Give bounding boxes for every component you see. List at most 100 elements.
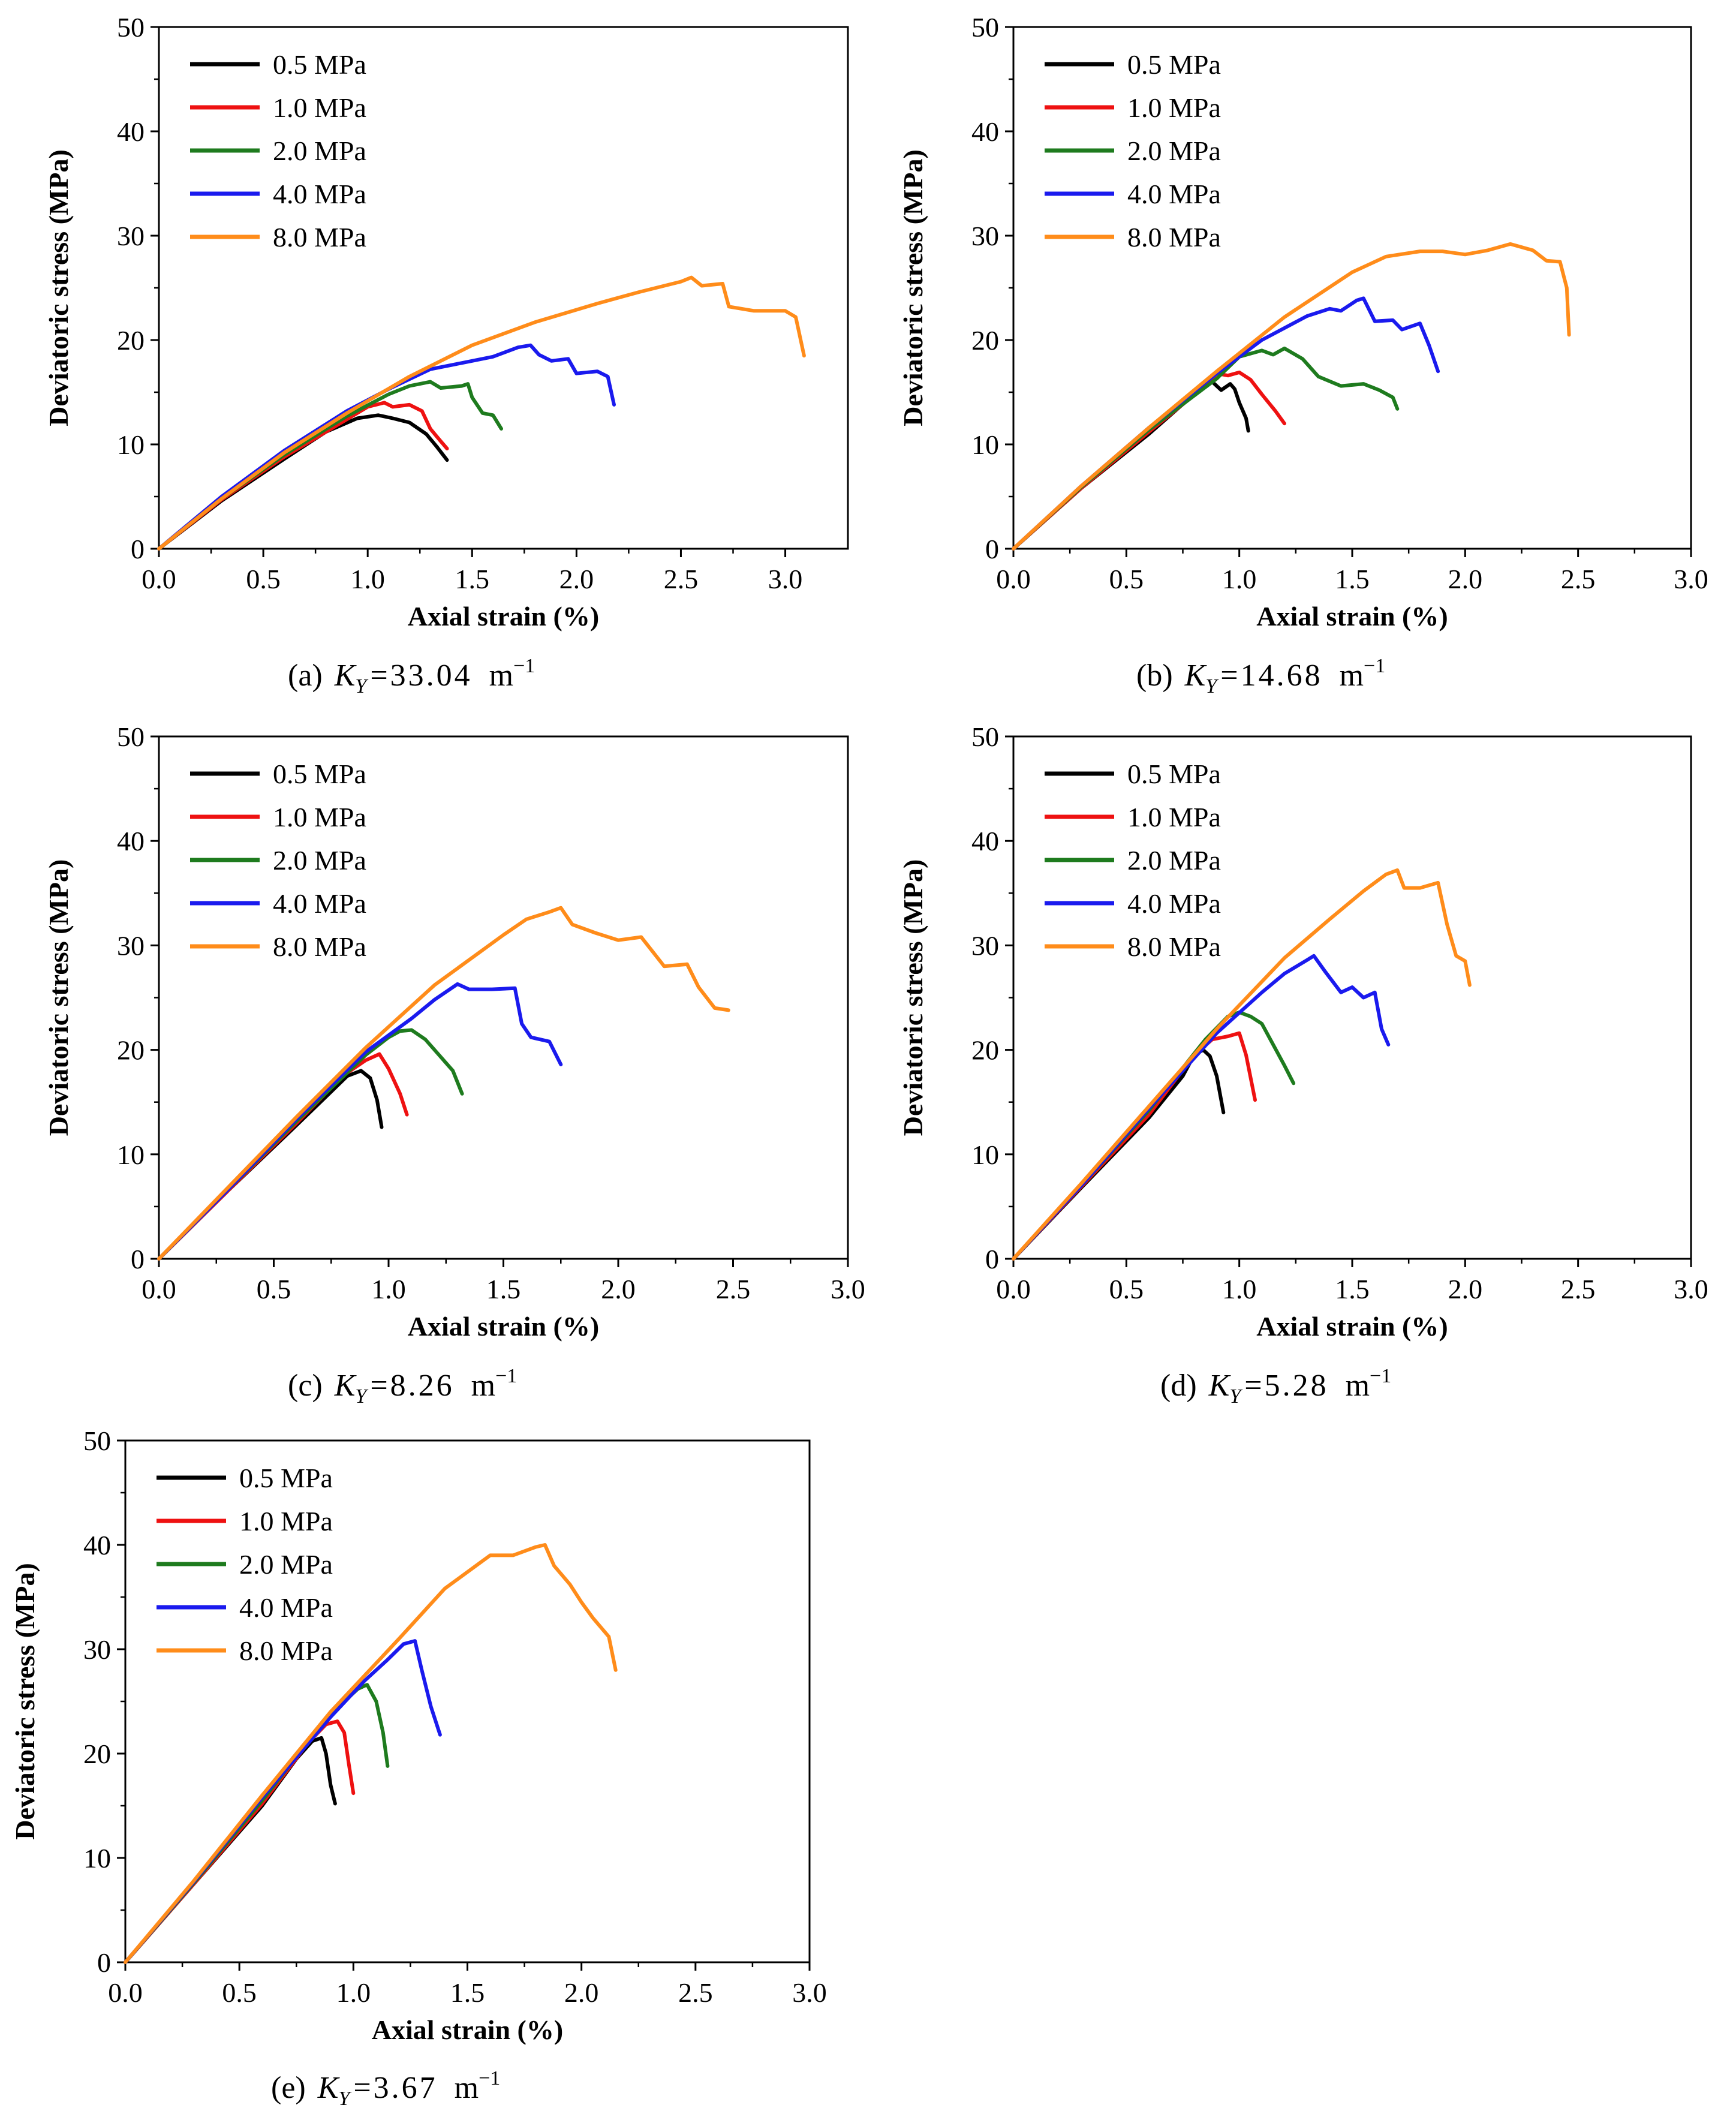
caption-subscript: Y	[1205, 675, 1218, 697]
x-tick-label: 0.0	[996, 564, 1031, 594]
series-line-8-0-mpa	[157, 906, 730, 1261]
legend-label: 4.0 MPa	[273, 179, 366, 209]
series-line-2-0-mpa	[1012, 346, 1400, 551]
series-line-1-0-mpa	[157, 401, 449, 551]
y-tick-label: 30	[971, 930, 999, 961]
chart-panel-c: 0.0 0.5 1.0 1.5 2.0 2.5 3.0 0 10 20 30 40 50 Axial st…	[43, 721, 865, 1408]
series-line-4-0-mpa	[1012, 296, 1440, 551]
legend-label: 1.0 MPa	[273, 802, 366, 832]
x-tick-label: 0.0	[142, 564, 176, 594]
caption-prefix: (d)	[1160, 1369, 1197, 1403]
series-line-1-0-mpa	[1012, 370, 1286, 551]
caption-prefix: (e)	[271, 2071, 306, 2105]
caption-symbol: K	[334, 658, 357, 693]
legend: 0.5 MPa 1.0 MPa 2.0 MPa 4.0 MPa 8.0 MPa	[1045, 759, 1221, 962]
x-tick-label: 0.0	[142, 1274, 176, 1304]
legend-label: 0.5 MPa	[239, 1463, 333, 1493]
series-line-2-0-mpa	[1012, 1010, 1296, 1261]
y-tick-label: 10	[83, 1843, 111, 1874]
legend-label: 8.0 MPa	[1127, 931, 1221, 962]
series-line-2-0-mpa	[157, 1028, 464, 1261]
y-tick-label: 0	[985, 534, 999, 564]
y-tick-label: 0	[97, 1947, 111, 1978]
x-tick-label: 2.5	[678, 1977, 713, 2008]
x-tick-label: 0.0	[996, 1274, 1031, 1304]
x-tick-label: 1.0	[350, 564, 385, 594]
legend-label: 0.5 MPa	[273, 49, 366, 80]
caption-exponent: −1	[1364, 655, 1385, 677]
y-tick-label: 30	[117, 221, 145, 251]
y-tick-label: 50	[971, 12, 999, 43]
legend: 0.5 MPa 1.0 MPa 2.0 MPa 4.0 MPa 8.0 MPa	[1045, 49, 1221, 252]
y-tick-label: 0	[985, 1244, 999, 1274]
legend-label: 0.5 MPa	[273, 759, 366, 789]
caption-exponent: −1	[495, 1365, 517, 1387]
x-tick-label: 3.0	[1674, 564, 1708, 594]
caption-subscript: Y	[355, 1385, 368, 1408]
x-axis-title: Axial strain (%)	[408, 1311, 599, 1342]
y-tick-label: 50	[117, 12, 145, 43]
panel-caption: (b) KY =14.68 m−1	[1136, 655, 1385, 697]
series-line-4-0-mpa	[157, 343, 616, 551]
y-tick-label: 40	[117, 826, 145, 856]
y-tick-label: 30	[83, 1634, 111, 1665]
x-tick-label: 2.5	[1561, 1274, 1596, 1304]
legend-label: 4.0 MPa	[273, 888, 366, 919]
caption-subscript: Y	[338, 2088, 351, 2110]
legend-label: 1.0 MPa	[239, 1506, 333, 1536]
plot-frame	[124, 1439, 811, 1963]
series-line-0-5-mpa	[157, 1069, 384, 1261]
x-tick-label: 1.0	[371, 1274, 406, 1304]
y-tick-label: 20	[971, 1035, 999, 1066]
x-tick-label: 1.5	[1335, 1274, 1370, 1304]
series-line-1-0-mpa	[1012, 1031, 1257, 1261]
x-tick-label: 0.5	[246, 564, 281, 594]
x-tick-label: 2.0	[559, 564, 594, 594]
y-tick-label: 40	[83, 1530, 111, 1560]
series-line-8-0-mpa	[157, 275, 806, 551]
x-tick-label: 1.5	[1335, 564, 1370, 594]
series-line-4-0-mpa	[1012, 954, 1391, 1261]
series-line-8-0-mpa	[1012, 868, 1472, 1261]
chart-panel-d: 0.0 0.5 1.0 1.5 2.0 2.5 3.0 0 10 20 30 40 50 Axial st…	[898, 721, 1708, 1408]
x-tick-label: 3.0	[792, 1977, 827, 2008]
y-tick-label: 20	[971, 325, 999, 356]
panel-caption: (c) KY =8.26 m−1	[288, 1365, 517, 1408]
series-line-1-0-mpa	[157, 1052, 409, 1261]
x-tick-label: 1.0	[1222, 564, 1257, 594]
series-line-1-0-mpa	[124, 1719, 356, 1964]
caption-value: =5.28	[1244, 1369, 1328, 1403]
legend-label: 8.0 MPa	[1127, 222, 1221, 252]
x-tick-label: 0.5	[222, 1977, 257, 2008]
series-line-8-0-mpa	[1012, 242, 1571, 551]
legend-label: 2.0 MPa	[273, 136, 366, 166]
series-line-2-0-mpa	[157, 380, 503, 551]
series-line-4-0-mpa	[124, 1639, 442, 1964]
x-axis-title: Axial strain (%)	[408, 601, 599, 632]
x-tick-label: 0.0	[108, 1977, 143, 2008]
y-tick-label: 10	[117, 429, 145, 460]
x-tick-label: 1.5	[450, 1977, 485, 2008]
series-line-0-5-mpa	[157, 413, 449, 551]
y-tick-label: 0	[131, 1244, 145, 1274]
caption-unit: m	[455, 2071, 479, 2105]
caption-subscript: Y	[1229, 1385, 1242, 1408]
x-tick-label: 2.0	[601, 1274, 636, 1304]
caption-value: =14.68	[1220, 658, 1322, 693]
caption-unit: m	[489, 658, 513, 693]
x-tick-label: 3.0	[831, 1274, 865, 1304]
x-axis-title: Axial strain (%)	[1256, 601, 1448, 632]
caption-symbol: K	[1184, 658, 1207, 693]
legend-label: 4.0 MPa	[1127, 179, 1221, 209]
caption-prefix: (a)	[288, 658, 323, 693]
y-tick-label: 10	[971, 429, 999, 460]
legend-label: 1.0 MPa	[1127, 802, 1221, 832]
y-tick-label: 20	[117, 1035, 145, 1066]
y-tick-label: 40	[117, 116, 145, 147]
caption-symbol: K	[1208, 1369, 1231, 1403]
y-axis-title: Deviatoric stress (MPa)	[898, 149, 928, 426]
plot-frame	[1012, 26, 1692, 550]
x-tick-label: 0.5	[257, 1274, 291, 1304]
y-tick-label: 10	[117, 1139, 145, 1170]
legend-label: 2.0 MPa	[1127, 136, 1221, 166]
